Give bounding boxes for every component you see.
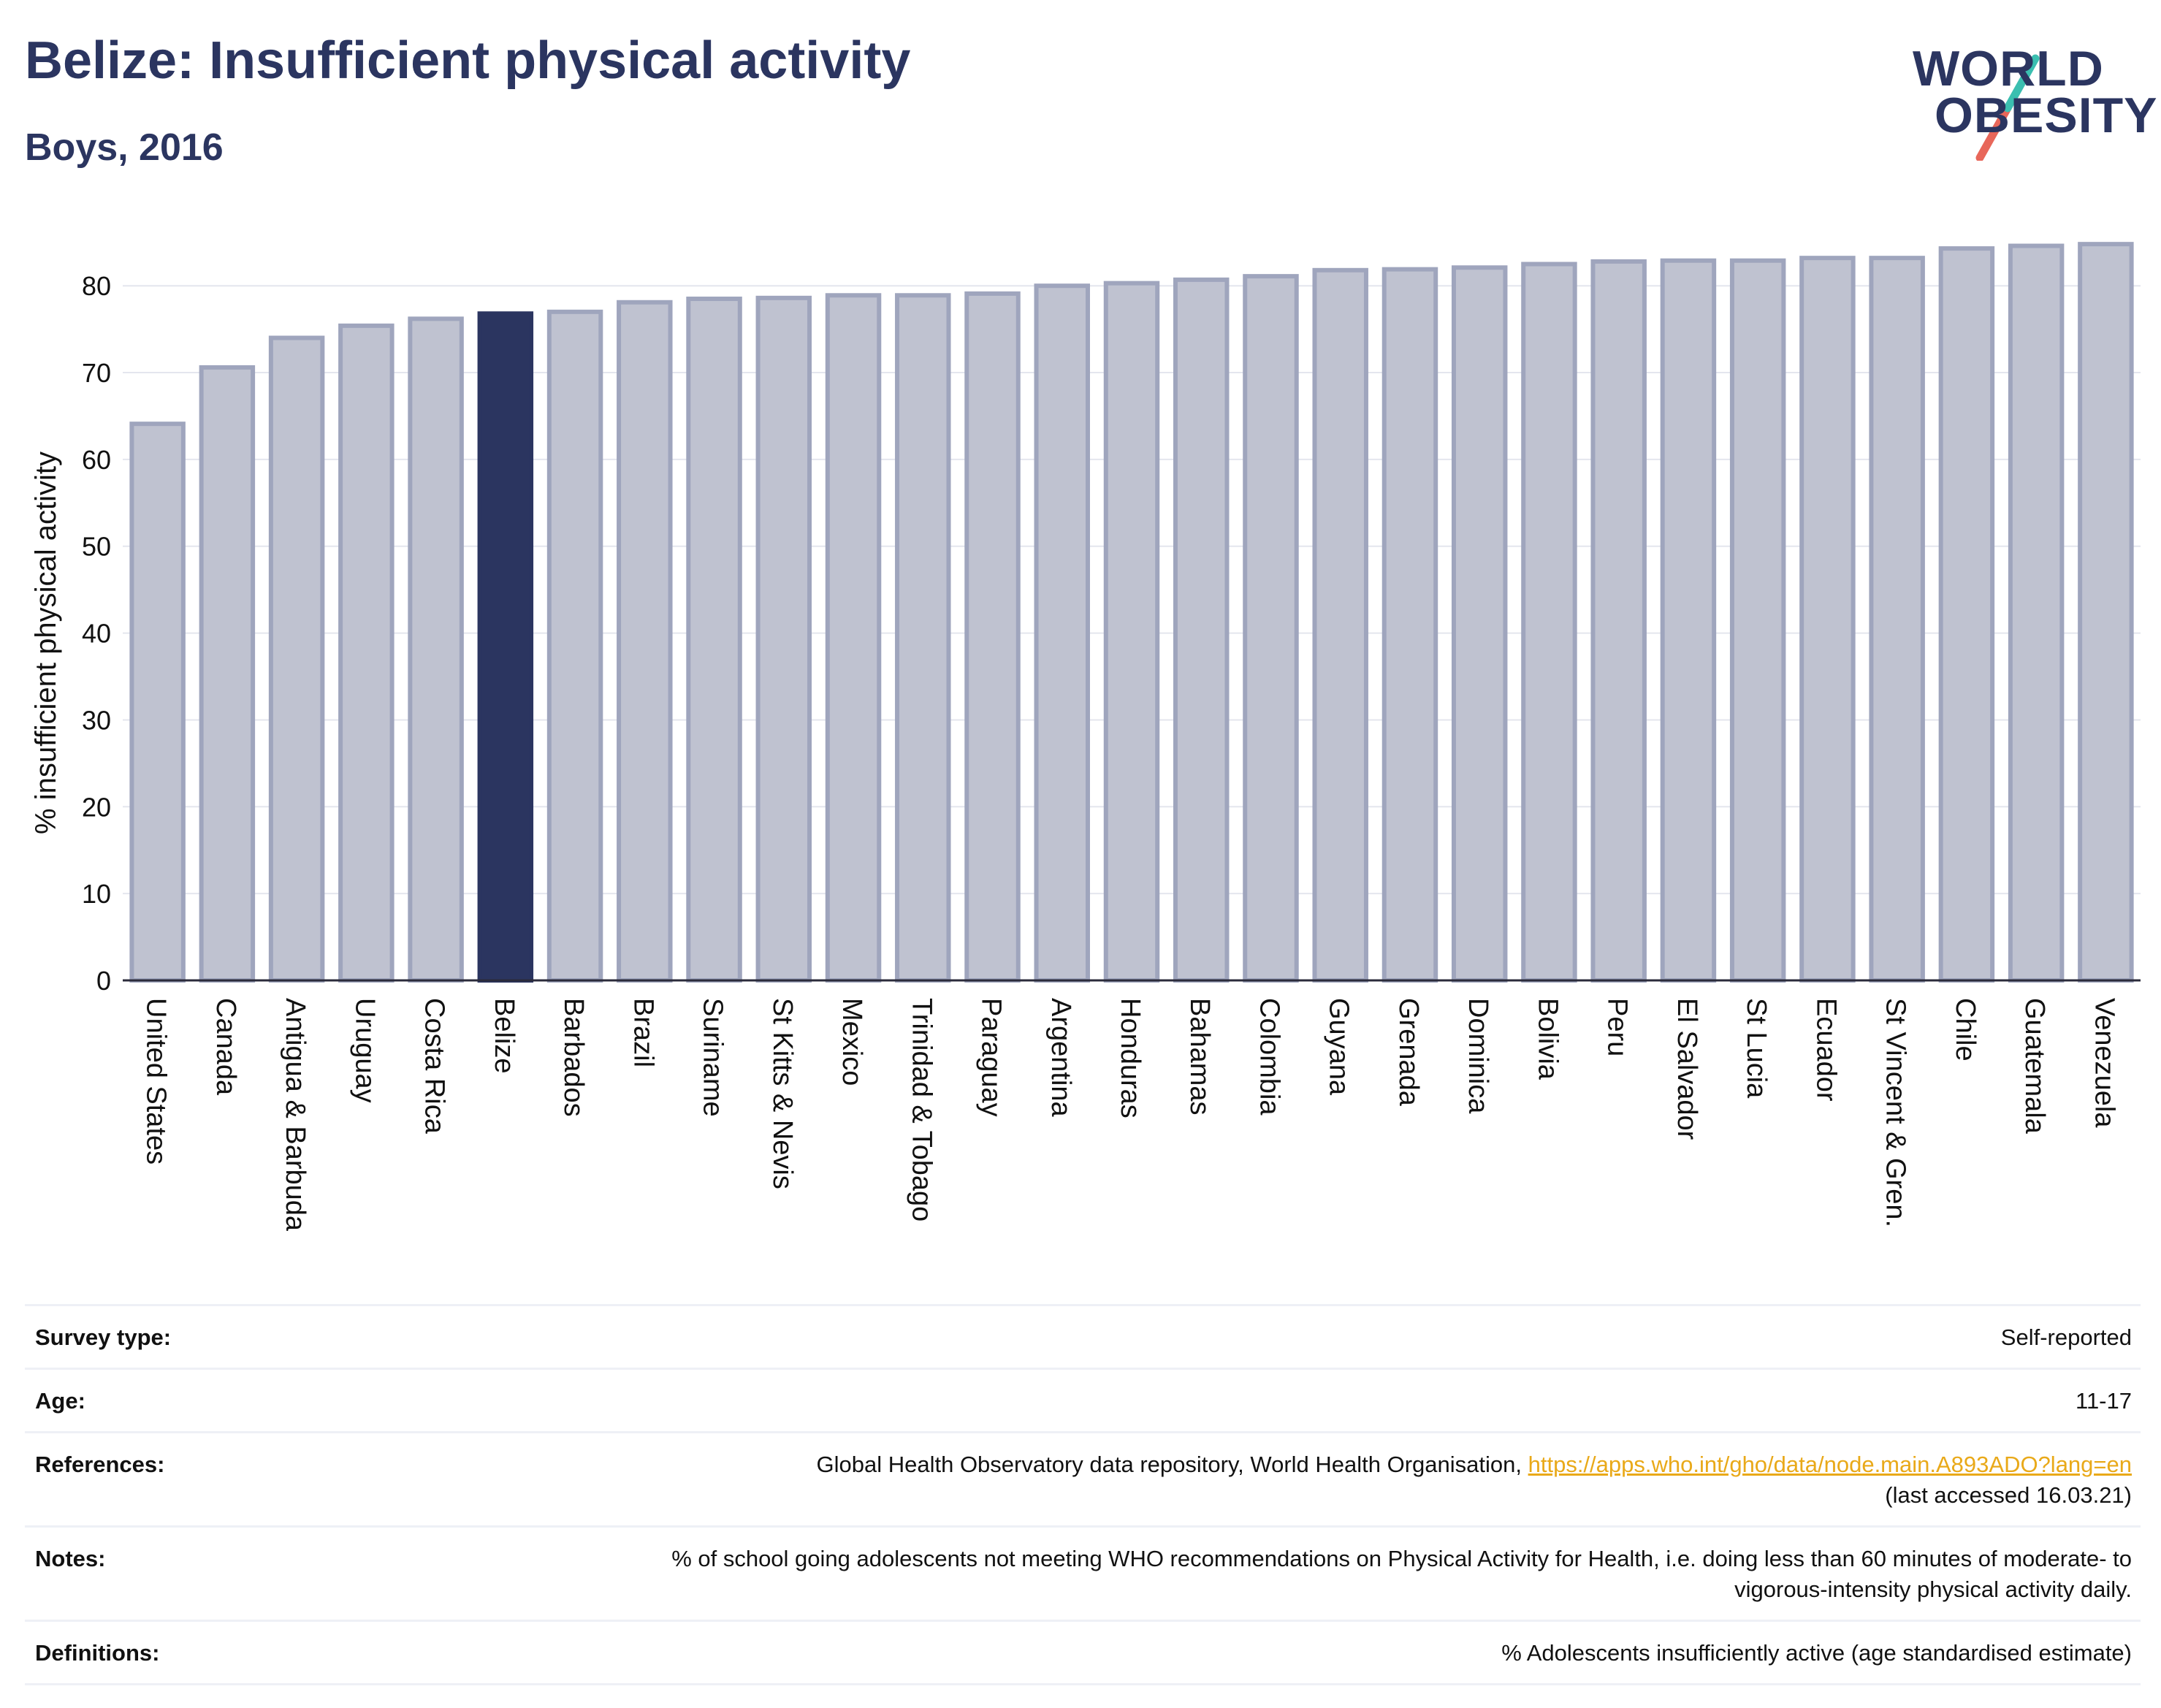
- bar-uruguay: [338, 323, 395, 983]
- bar-chart: 0 10 20 30 40 50 60 70 80 United States Canada Ant…: [30, 242, 2141, 1232]
- references-link[interactable]: https://apps.who.int/gho/data/node.main.…: [1528, 1452, 2132, 1477]
- x-tick-label: Belize: [489, 998, 519, 1074]
- bar-guyana: [1312, 267, 1368, 983]
- x-tick-label: Honduras: [1115, 998, 1146, 1118]
- x-tick-label: Dominica: [1463, 998, 1493, 1114]
- x-tick-label: Guyana: [1324, 998, 1354, 1096]
- y-tick-label: 60: [82, 445, 111, 475]
- bar-suriname: [686, 297, 742, 983]
- x-tick-label: Uruguay: [349, 998, 380, 1103]
- bar-st-lucia: [1729, 258, 1786, 983]
- bar-paraguay: [964, 291, 1021, 983]
- bar-argentina: [1034, 283, 1090, 983]
- page-subtitle: Boys, 2016: [25, 126, 224, 169]
- x-tick-label: St Vincent & Gren.: [1880, 998, 1911, 1227]
- x-tick-label: Bolivia: [1532, 998, 1563, 1080]
- bar-mexico: [825, 293, 882, 983]
- x-tick-label: Antigua & Barbuda: [280, 998, 310, 1232]
- world-obesity-logo: WORLD OBESITY: [1899, 29, 2157, 161]
- y-tick-label: 50: [82, 532, 111, 562]
- bar-chile: [1938, 246, 1995, 983]
- y-tick-label: 10: [82, 879, 111, 909]
- x-axis-labels: United States Canada Antigua & Barbuda Urug…: [141, 998, 2120, 1232]
- x-tick-label: El Salvador: [1672, 998, 1702, 1140]
- x-tick-label: Barbados: [558, 998, 589, 1117]
- y-tick-label: 40: [82, 619, 111, 649]
- bar-honduras: [1103, 281, 1160, 983]
- logo-line2: OBESITY: [1935, 88, 2158, 143]
- info-table: Survey type: Self-reported Age: 11-17 Re…: [25, 1304, 2141, 1685]
- bar-canada: [199, 365, 256, 983]
- x-tick-label: Peru: [1602, 998, 1633, 1056]
- info-row-references: References: Global Health Observatory da…: [25, 1431, 2141, 1525]
- bar-ecuador: [1799, 256, 1856, 983]
- y-tick-label: 30: [82, 705, 111, 735]
- y-tick-label: 0: [96, 966, 111, 996]
- y-axis-label: % insufficient physical activity: [30, 451, 62, 834]
- bar-bahamas: [1173, 277, 1230, 983]
- notes-label: Notes:: [35, 1546, 106, 1571]
- survey-type-label: Survey type:: [35, 1324, 172, 1350]
- x-tick-label: Costa Rica: [419, 998, 450, 1135]
- x-tick-label: Trinidad & Tobago: [906, 998, 937, 1221]
- y-axis: 0 10 20 30 40 50 60 70 80: [82, 271, 111, 996]
- bar-peru: [1590, 259, 1647, 983]
- bar-belize: [477, 311, 534, 983]
- info-row-age: Age: 11-17: [25, 1368, 2141, 1431]
- y-tick-label: 70: [82, 358, 111, 388]
- x-tick-label: Paraguay: [976, 998, 1007, 1117]
- bar-st-vincent-gren-: [1869, 256, 1925, 983]
- definitions-value: % Adolescents insufficiently active (age…: [1501, 1640, 2132, 1666]
- bar-bolivia: [1521, 262, 1577, 983]
- bar-trinidad-tobago: [895, 293, 951, 983]
- bar-dominica: [1451, 265, 1508, 983]
- bar-costa-rica: [408, 316, 464, 983]
- x-tick-label: Colombia: [1254, 998, 1284, 1116]
- info-row-survey-type: Survey type: Self-reported: [25, 1304, 2141, 1368]
- bar-barbados: [546, 309, 603, 983]
- info-row-definitions: Definitions: % Adolescents insufficientl…: [25, 1620, 2141, 1685]
- notes-value: % of school going adolescents not meetin…: [671, 1546, 2132, 1602]
- references-text: Global Health Observatory data repositor…: [816, 1452, 1522, 1477]
- bar-colombia: [1243, 274, 1299, 983]
- references-value: Global Health Observatory data repositor…: [817, 1449, 2133, 1511]
- references-label: References:: [35, 1452, 165, 1477]
- bar-venezuela: [2078, 242, 2134, 983]
- x-tick-label: Ecuador: [1810, 998, 1841, 1102]
- references-accessed: (last accessed 16.03.21): [1885, 1482, 2132, 1508]
- x-tick-label: St Lucia: [1741, 998, 1772, 1099]
- x-tick-label: Brazil: [628, 998, 658, 1067]
- x-tick-label: St Kitts & Nevis: [767, 998, 798, 1189]
- x-tick-label: Argentina: [1045, 998, 1076, 1118]
- x-tick-label: Guatemala: [2019, 998, 2050, 1135]
- x-tick-label: Mexico: [836, 998, 867, 1086]
- bars: [123, 242, 2141, 983]
- y-tick-label: 20: [82, 792, 111, 822]
- page-title: Belize: Insufficient physical activity: [25, 31, 911, 90]
- x-tick-label: Chile: [1950, 998, 1981, 1061]
- definitions-label: Definitions:: [35, 1640, 160, 1666]
- bar-united-states: [129, 422, 186, 983]
- bar-guatemala: [2008, 243, 2065, 983]
- info-row-notes: Notes: % of school going adolescents not…: [25, 1525, 2141, 1620]
- x-tick-label: United States: [141, 998, 172, 1164]
- bar-brazil: [617, 300, 673, 983]
- x-tick-label: Bahamas: [1184, 998, 1215, 1116]
- x-tick-label: Canada: [210, 998, 241, 1096]
- logo-slash-icon: [1975, 54, 2040, 161]
- bar-st-kitts-nevis: [755, 295, 812, 983]
- logo-line1: WORLD: [1913, 41, 2104, 96]
- survey-type-value: Self-reported: [2000, 1324, 2132, 1350]
- x-tick-label: Venezuela: [2089, 998, 2119, 1128]
- age-label: Age:: [35, 1388, 85, 1414]
- x-tick-label: Suriname: [698, 998, 728, 1117]
- age-value: 11-17: [2076, 1388, 2132, 1414]
- bar-grenada: [1381, 267, 1438, 983]
- y-tick-label: 80: [82, 271, 111, 301]
- bar-el-salvador: [1660, 258, 1717, 983]
- bar-antigua-barbuda: [268, 335, 325, 983]
- x-tick-label: Grenada: [1393, 998, 1424, 1107]
